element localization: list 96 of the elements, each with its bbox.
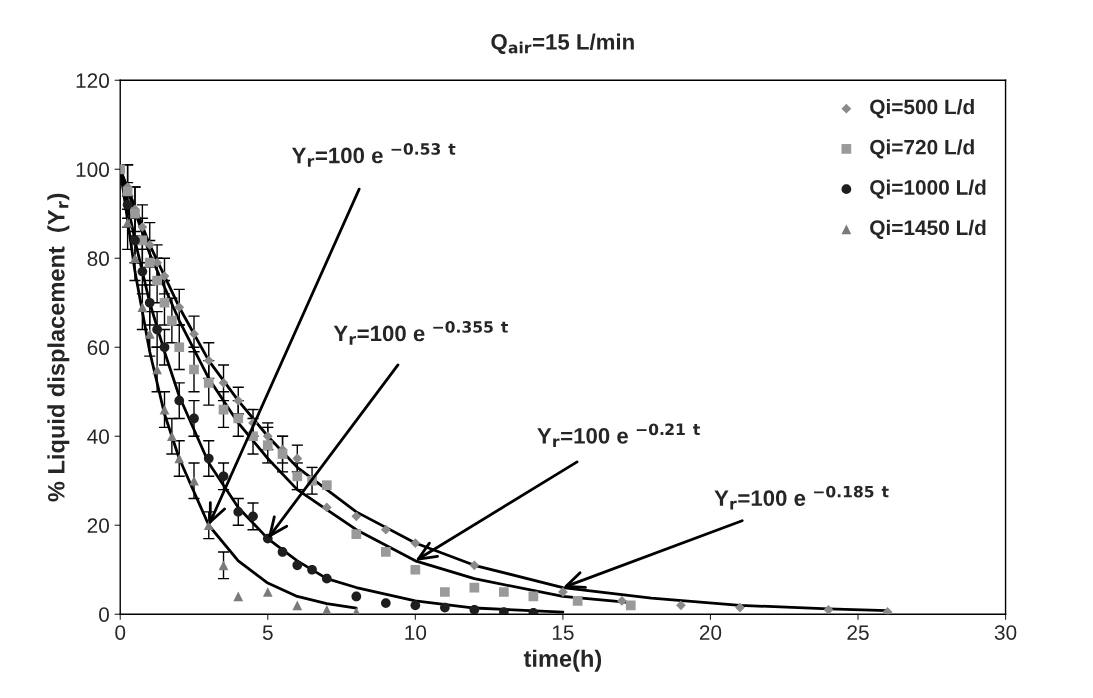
- point: [189, 329, 199, 339]
- point: [144, 257, 155, 268]
- point: [625, 600, 636, 611]
- point: [174, 395, 185, 406]
- point: [735, 602, 745, 613]
- point: [277, 449, 288, 459]
- x-tick-label: 30: [994, 625, 1017, 640]
- point: [262, 431, 273, 442]
- point: [174, 302, 185, 313]
- point: [144, 297, 155, 308]
- point: [137, 302, 148, 313]
- point: [572, 596, 583, 606]
- point: [882, 607, 893, 615]
- point: [203, 377, 214, 388]
- x-axis-title: time(h): [523, 649, 602, 672]
- point: [380, 598, 391, 608]
- x-tick-label: 15: [552, 625, 574, 640]
- point: [307, 564, 317, 575]
- point: [189, 475, 199, 486]
- legend-label: Qi=500 L/d: [870, 99, 974, 119]
- point: [218, 471, 229, 482]
- point: [137, 222, 148, 233]
- point: [159, 342, 170, 353]
- point: [499, 587, 509, 597]
- x-tick-label: 5: [262, 625, 273, 640]
- x-tick-label: 10: [405, 625, 427, 640]
- y-tick-label: 60: [87, 340, 109, 356]
- point: [380, 547, 391, 557]
- annotation: Y$_{r}$=100 e $^{−0.355 t}$: [333, 321, 508, 345]
- point: [248, 511, 258, 522]
- point: [130, 235, 140, 246]
- point: [410, 600, 421, 611]
- point: [321, 502, 332, 513]
- point: [203, 453, 214, 464]
- point: [321, 573, 332, 584]
- point: [189, 413, 199, 424]
- x-tick-label: 20: [699, 625, 722, 640]
- point: [233, 413, 244, 424]
- legend-label: Qi=720 L/d: [870, 139, 974, 159]
- point: [380, 524, 391, 535]
- point: [439, 602, 450, 613]
- point: [292, 600, 303, 611]
- point: [262, 587, 273, 597]
- legend-label: Qi=1450 L/d: [870, 219, 986, 239]
- x-tick-label: 25: [847, 625, 869, 640]
- x-tick-label: 0: [115, 625, 126, 640]
- point: [203, 355, 214, 366]
- point: [277, 547, 288, 557]
- point: [439, 587, 450, 597]
- point: [292, 471, 303, 482]
- point: [676, 600, 686, 611]
- point: [233, 395, 244, 406]
- point: [469, 604, 480, 615]
- point: [292, 560, 303, 571]
- annotation: Y$_{r}$=100 e $^{−0.53 t}$: [291, 143, 456, 167]
- point: [617, 595, 627, 606]
- point: [144, 240, 155, 250]
- point: [351, 591, 362, 602]
- point: [233, 507, 244, 517]
- point: [233, 591, 244, 602]
- point: [351, 529, 362, 540]
- point: [189, 364, 199, 375]
- point: [321, 480, 332, 491]
- annotation: Y$_{r}$=100 e $^{−0.185 t}$: [714, 485, 889, 510]
- y-tick-label: 100: [76, 162, 109, 178]
- y-tick-label: 120: [76, 73, 109, 89]
- point: [167, 315, 177, 326]
- point: [292, 453, 303, 464]
- point: [351, 511, 362, 522]
- y-tick-label: 20: [87, 518, 109, 533]
- y-tick-label: 0: [99, 607, 109, 622]
- point: [167, 431, 177, 442]
- y-tick-label: 80: [87, 251, 109, 267]
- point: [174, 453, 185, 464]
- point: [410, 564, 421, 575]
- point: [218, 560, 229, 571]
- y-tick-label: 40: [87, 429, 109, 444]
- point: [122, 200, 133, 210]
- point: [203, 520, 214, 531]
- point: [159, 297, 170, 308]
- point: [469, 560, 480, 571]
- point: [557, 587, 568, 597]
- point: [410, 538, 421, 548]
- point: [262, 440, 273, 451]
- point: [152, 364, 162, 375]
- point: [823, 604, 834, 615]
- point: [174, 342, 185, 353]
- chart-title: Q$_{air}$=15 L/min: [491, 33, 634, 54]
- point: [499, 607, 509, 615]
- point: [137, 266, 148, 277]
- legend-label: Qi=1000 L/d: [870, 179, 986, 199]
- y-axis-title: % Liquid displacement (Y$_{r}$): [47, 193, 70, 502]
- point: [218, 377, 229, 388]
- point: [152, 324, 162, 335]
- annotation: Y$_{r}$=100 e $^{−0.21 t}$: [537, 423, 700, 448]
- point: [144, 329, 155, 339]
